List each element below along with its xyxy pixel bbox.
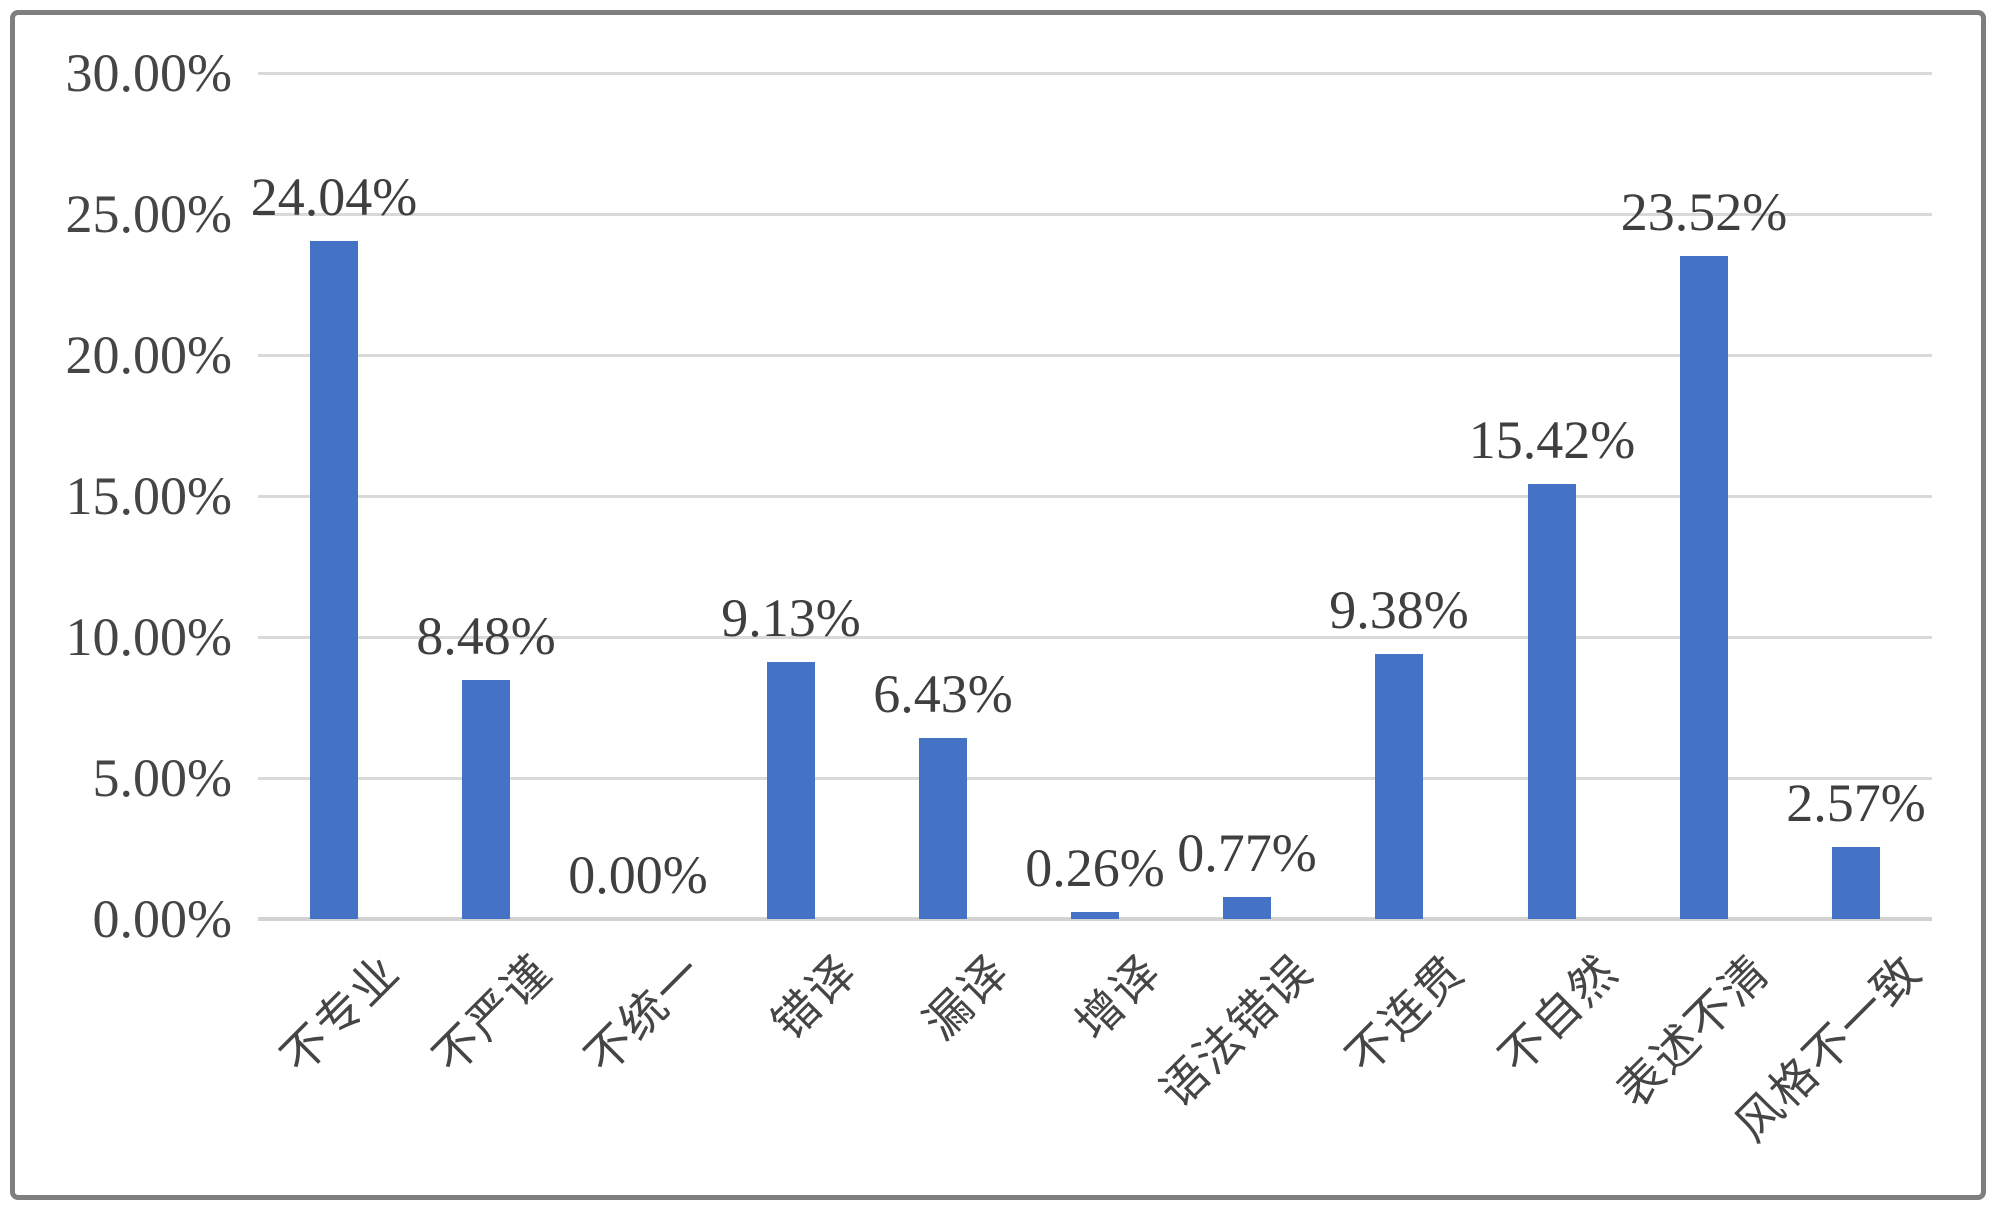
bar-value-label: 8.48% bbox=[416, 606, 556, 666]
y-gridline bbox=[258, 495, 1932, 498]
y-axis-tick-label: 5.00% bbox=[92, 748, 232, 808]
bar bbox=[462, 680, 510, 919]
bar-value-label: 24.04% bbox=[250, 167, 418, 227]
bar-value-label: 9.13% bbox=[721, 588, 861, 648]
y-axis-tick-label: 10.00% bbox=[65, 607, 232, 667]
bar bbox=[919, 738, 967, 919]
y-gridline bbox=[258, 777, 1932, 780]
y-gridline bbox=[258, 636, 1932, 639]
bar-value-label: 15.42% bbox=[1468, 410, 1636, 470]
x-axis-line bbox=[258, 917, 1932, 921]
y-gridline bbox=[258, 213, 1932, 216]
bar bbox=[1071, 912, 1119, 919]
bar-value-label: 0.00% bbox=[568, 845, 708, 905]
y-axis-tick-label: 0.00% bbox=[92, 889, 232, 949]
y-axis-tick-label: 15.00% bbox=[65, 466, 232, 526]
bar bbox=[1528, 484, 1576, 919]
bar bbox=[1223, 897, 1271, 919]
bar-value-label: 0.26% bbox=[1025, 838, 1165, 898]
bar bbox=[1680, 256, 1728, 919]
bar bbox=[767, 662, 815, 919]
bar-value-label: 0.77% bbox=[1177, 823, 1317, 883]
y-axis-tick-label: 25.00% bbox=[65, 184, 232, 244]
bar bbox=[1832, 847, 1880, 919]
bar-value-label: 6.43% bbox=[873, 664, 1013, 724]
y-axis-tick-label: 30.00% bbox=[65, 43, 232, 103]
y-gridline bbox=[258, 354, 1932, 357]
bar bbox=[1375, 654, 1423, 919]
bar-value-label: 23.52% bbox=[1620, 182, 1788, 242]
y-gridline bbox=[258, 72, 1932, 75]
bar-value-label: 2.57% bbox=[1786, 773, 1926, 833]
bar bbox=[310, 241, 358, 919]
bar-value-label: 9.38% bbox=[1329, 580, 1469, 640]
y-axis-tick-label: 20.00% bbox=[65, 325, 232, 385]
